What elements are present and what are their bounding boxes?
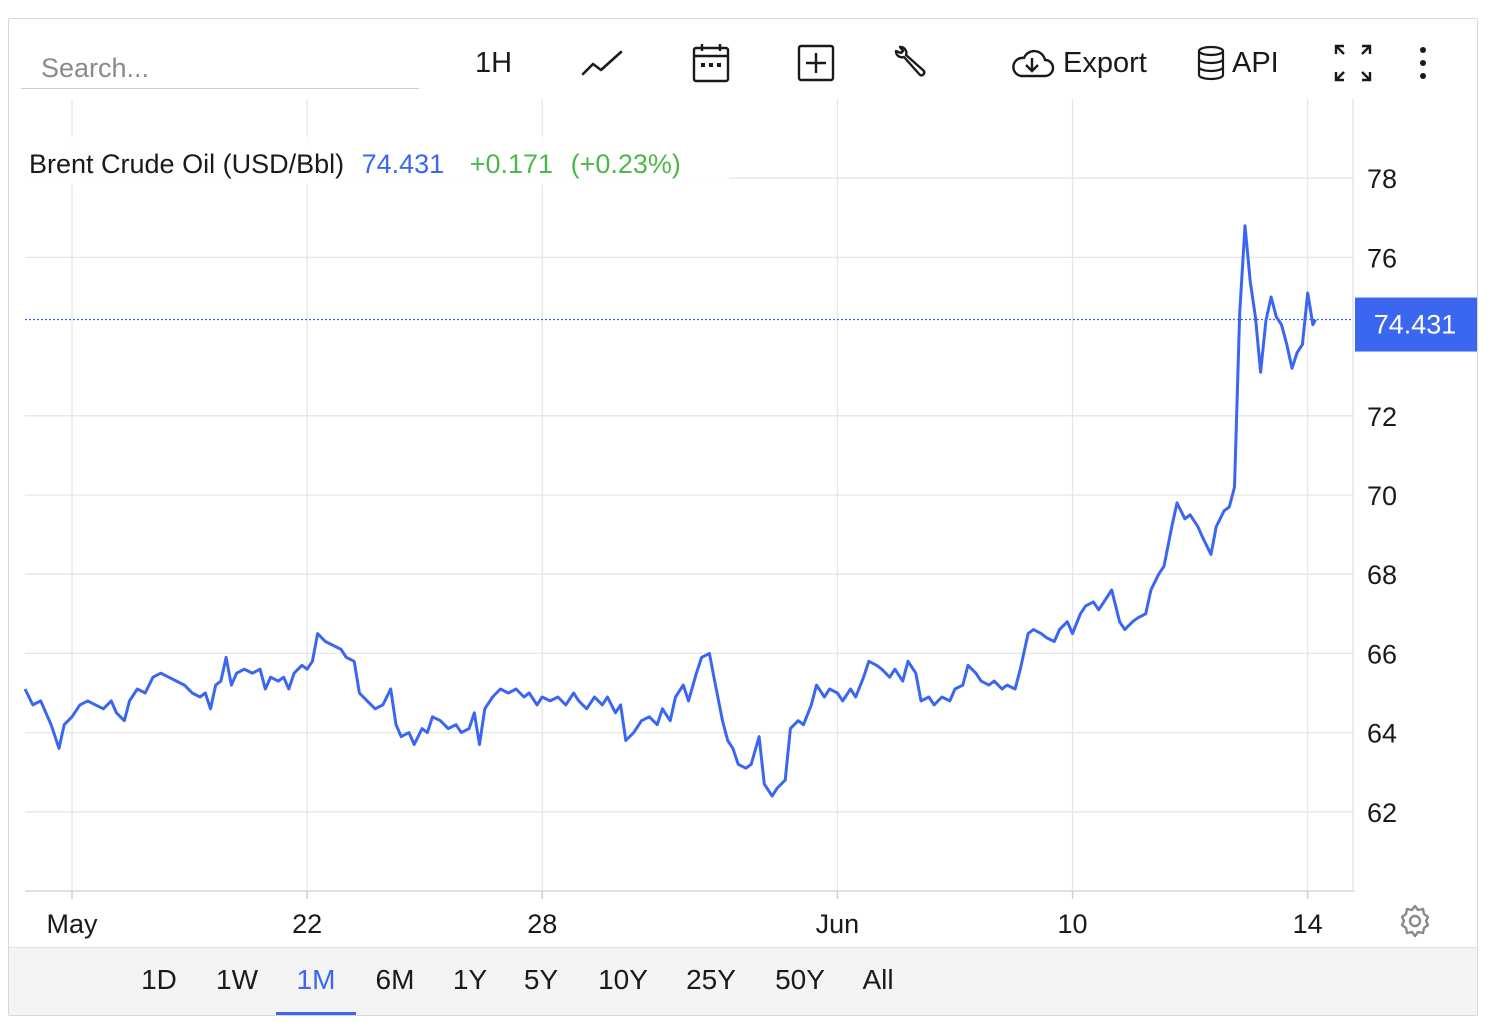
x-tick-label: 10 [1058, 909, 1088, 939]
range-button-all[interactable]: All [862, 964, 894, 995]
y-tick-label: 72 [1367, 402, 1397, 432]
range-button-50y[interactable]: 50Y [775, 964, 825, 995]
range-selector: 1D 1W 1M 6M 1Y 5Y 10Y 25Y 50Y All [9, 947, 1477, 1015]
y-tick-label: 70 [1367, 481, 1397, 511]
active-range-indicator [276, 1012, 356, 1015]
chart-type-button[interactable] [581, 41, 623, 85]
range-button-25y[interactable]: 25Y [686, 964, 736, 995]
legend-series-name: Brent Crude Oil (USD/Bbl) [29, 149, 344, 179]
more-vertical-icon [1420, 47, 1426, 79]
legend-change-pct: (+0.23%) [571, 149, 681, 179]
price-chart[interactable]: 62 64 66 68 70 72 76 78 May 22 28 Jun 10 14 Brent Cr… [9, 19, 1477, 947]
wrench-icon [894, 45, 926, 77]
fullscreen-button[interactable] [1333, 41, 1373, 85]
database-icon [1197, 45, 1225, 81]
x-tick-label: 14 [1293, 909, 1323, 939]
x-tick-label: 28 [527, 909, 557, 939]
legend: Brent Crude Oil (USD/Bbl) 74.431 +0.171 … [29, 149, 681, 179]
export-button[interactable]: Export [1009, 41, 1147, 85]
series-line-brent [23, 224, 1317, 798]
search-input[interactable] [21, 49, 419, 89]
export-label: Export [1063, 46, 1147, 79]
x-tick-label: Jun [816, 909, 860, 939]
range-button-1d[interactable]: 1D [141, 964, 177, 995]
toolbar: 1H [9, 19, 1477, 99]
add-compare-icon [797, 44, 835, 82]
calendar-icon [692, 44, 730, 83]
more-options-button[interactable] [1417, 41, 1429, 85]
range-button-6m[interactable]: 6M [375, 964, 415, 995]
x-tick-label: 22 [292, 909, 322, 939]
legend-last-value: 74.431 [362, 149, 445, 179]
y-tick-label: 78 [1367, 164, 1397, 194]
range-button-1w[interactable]: 1W [216, 964, 258, 995]
line-chart-icon [581, 50, 623, 76]
range-button-1m[interactable]: 1M [296, 964, 336, 995]
add-compare-button[interactable] [797, 41, 835, 85]
settings-tools-button[interactable] [890, 41, 930, 85]
fullscreen-icon [1334, 44, 1372, 82]
chart-widget: 1H [8, 18, 1478, 1016]
last-price-tag: 74.431 [1355, 297, 1477, 352]
y-tick-label: 66 [1367, 639, 1397, 669]
y-tick-label: 64 [1367, 719, 1397, 749]
range-button-10y[interactable]: 10Y [598, 964, 648, 995]
gear-icon[interactable] [1397, 903, 1433, 939]
interval-button[interactable]: 1H [475, 41, 512, 85]
api-button[interactable]: API [1196, 41, 1279, 85]
legend-background [19, 137, 729, 185]
cloud-download-icon [1012, 49, 1055, 78]
interval-label: 1H [475, 46, 513, 79]
y-tick-label: 62 [1367, 798, 1397, 828]
y-tick-label: 68 [1367, 560, 1397, 590]
y-tick-label: 76 [1367, 243, 1397, 273]
range-button-5y[interactable]: 5Y [523, 964, 559, 995]
range-button-1y[interactable]: 1Y [452, 964, 488, 995]
date-range-button[interactable] [692, 41, 730, 85]
last-price-tag-text: 74.431 [1374, 310, 1457, 340]
legend-change: +0.171 [470, 149, 553, 179]
api-label: API [1232, 46, 1279, 79]
x-tick-label: May [47, 909, 99, 939]
